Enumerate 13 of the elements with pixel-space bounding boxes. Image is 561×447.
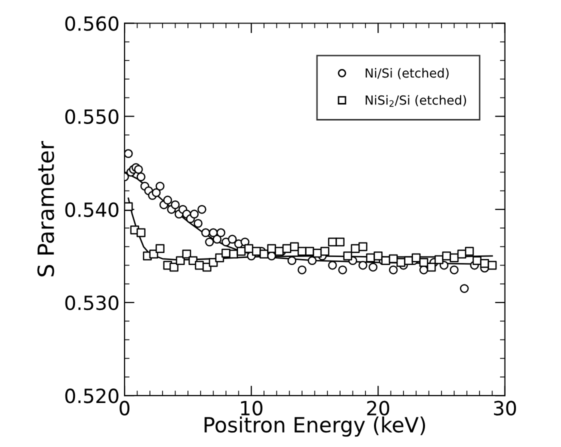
- y-tick-label: 0.530: [65, 295, 118, 310]
- x-tick-label: 10: [241, 400, 262, 416]
- x-tick-label: 30: [494, 400, 516, 416]
- y-tick-label: 0.540: [65, 202, 118, 218]
- y-tick-label: 0.520: [65, 388, 118, 404]
- y-axis-title: S Parameter: [37, 141, 54, 276]
- y-tick-label: 0.550: [65, 109, 118, 124]
- legend-label: Ni/Si (etched): [366, 68, 449, 80]
- x-tick-label: 0: [120, 400, 130, 416]
- x-tick-label: 20: [367, 400, 390, 416]
- legend-label: NiSi$_{2}$/Si (etched): [366, 95, 466, 107]
- y-tick-label: 0.560: [65, 16, 118, 31]
- x-axis-title: Positron Energy (keV): [204, 416, 426, 437]
